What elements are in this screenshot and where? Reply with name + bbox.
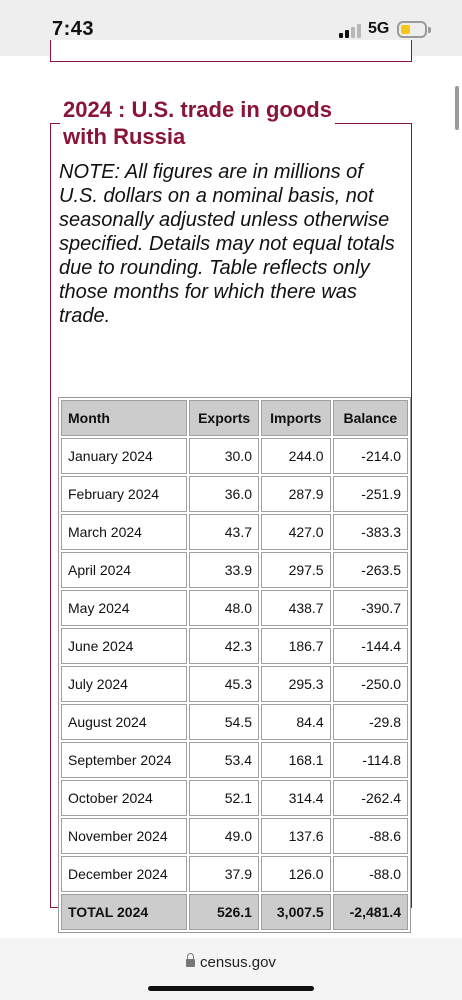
cell-balance: -263.5: [332, 552, 408, 588]
cell-imports: 186.7: [260, 628, 331, 664]
cell-imports: 287.9: [260, 476, 331, 512]
cell-exports: 30.0: [189, 438, 259, 474]
address-bar[interactable]: census.gov: [0, 953, 462, 971]
cell-balance: -251.9: [332, 476, 408, 512]
table-row: September 2024 53.4 168.1 -114.8: [61, 742, 408, 778]
browser-bottom-bar: census.gov: [0, 938, 462, 1000]
cell-exports: 52.1: [189, 780, 259, 816]
total-imports: 3,007.5: [260, 894, 331, 930]
cell-imports: 168.1: [260, 742, 331, 778]
cell-exports: 33.9: [189, 552, 259, 588]
cell-imports: 84.4: [260, 704, 331, 740]
header-imports: Imports: [260, 400, 331, 436]
lock-icon: [186, 953, 196, 967]
table-row: July 2024 45.3 295.3 -250.0: [61, 666, 408, 702]
cell-exports: 48.0: [189, 590, 259, 626]
cell-balance: -144.4: [332, 628, 408, 664]
cell-balance: -114.8: [332, 742, 408, 778]
cell-month: July 2024: [61, 666, 188, 702]
table-row: May 2024 48.0 438.7 -390.7: [61, 590, 408, 626]
table-row: March 2024 43.7 427.0 -383.3: [61, 514, 408, 550]
total-month: TOTAL 2024: [61, 894, 188, 930]
trade-section: 2024 : U.S. trade in goods with Russia N…: [50, 96, 412, 933]
cell-month: August 2024: [61, 704, 188, 740]
section-note: NOTE: All figures are in millions of U.S…: [59, 161, 395, 327]
table-row: August 2024 54.5 84.4 -29.8: [61, 704, 408, 740]
header-balance: Balance: [332, 400, 408, 436]
cell-imports: 438.7: [260, 590, 331, 626]
network-type: 5G: [368, 20, 390, 37]
cell-month: March 2024: [61, 514, 188, 550]
table-row: November 2024 49.0 137.6 -88.6: [61, 818, 408, 854]
cell-imports: 244.0: [260, 438, 331, 474]
cell-month: February 2024: [61, 476, 188, 512]
cell-month: September 2024: [61, 742, 188, 778]
total-exports: 526.1: [189, 894, 259, 930]
table-row: April 2024 33.9 297.5 -263.5: [61, 552, 408, 588]
cell-imports: 297.5: [260, 552, 331, 588]
scrollbar[interactable]: [455, 86, 459, 130]
cell-exports: 36.0: [189, 476, 259, 512]
battery-icon: [397, 21, 431, 38]
status-time: 7:43: [52, 18, 95, 40]
cell-exports: 42.3: [189, 628, 259, 664]
header-month: Month: [61, 400, 188, 436]
table-total-row: TOTAL 2024 526.1 3,007.5 -2,481.4: [61, 894, 408, 930]
cell-imports: 137.6: [260, 818, 331, 854]
cell-balance: -383.3: [332, 514, 408, 550]
table-row: February 2024 36.0 287.9 -251.9: [61, 476, 408, 512]
cell-balance: -390.7: [332, 590, 408, 626]
table-row: June 2024 42.3 186.7 -144.4: [61, 628, 408, 664]
cell-imports: 126.0: [260, 856, 331, 892]
cell-balance: -88.0: [332, 856, 408, 892]
cell-month: May 2024: [61, 590, 188, 626]
cell-balance: -214.0: [332, 438, 408, 474]
cell-exports: 54.5: [189, 704, 259, 740]
url-text: census.gov: [200, 954, 276, 971]
cell-imports: 295.3: [260, 666, 331, 702]
total-balance: -2,481.4: [332, 894, 408, 930]
cell-month: October 2024: [61, 780, 188, 816]
cell-exports: 37.9: [189, 856, 259, 892]
cell-month: June 2024: [61, 628, 188, 664]
cell-month: April 2024: [61, 552, 188, 588]
cell-exports: 43.7: [189, 514, 259, 550]
cell-exports: 49.0: [189, 818, 259, 854]
cell-balance: -29.8: [332, 704, 408, 740]
cell-exports: 45.3: [189, 666, 259, 702]
cell-month: November 2024: [61, 818, 188, 854]
table-row: December 2024 37.9 126.0 -88.0: [61, 856, 408, 892]
section-title: 2024 : U.S. trade in goods with Russia: [63, 97, 332, 149]
cell-balance: -88.6: [332, 818, 408, 854]
table-row: January 2024 30.0 244.0 -214.0: [61, 438, 408, 474]
cell-balance: -250.0: [332, 666, 408, 702]
cell-month: January 2024: [61, 438, 188, 474]
cell-balance: -262.4: [332, 780, 408, 816]
table-row: October 2024 52.1 314.4 -262.4: [61, 780, 408, 816]
home-indicator[interactable]: [148, 986, 314, 991]
cell-month: December 2024: [61, 856, 188, 892]
cell-exports: 53.4: [189, 742, 259, 778]
table-header-row: Month Exports Imports Balance: [61, 400, 408, 436]
header-exports: Exports: [189, 400, 259, 436]
trade-table: Month Exports Imports Balance January 20…: [58, 397, 411, 933]
previous-section-box: [50, 40, 412, 62]
signal-icon: [339, 24, 363, 38]
cell-imports: 427.0: [260, 514, 331, 550]
cell-imports: 314.4: [260, 780, 331, 816]
